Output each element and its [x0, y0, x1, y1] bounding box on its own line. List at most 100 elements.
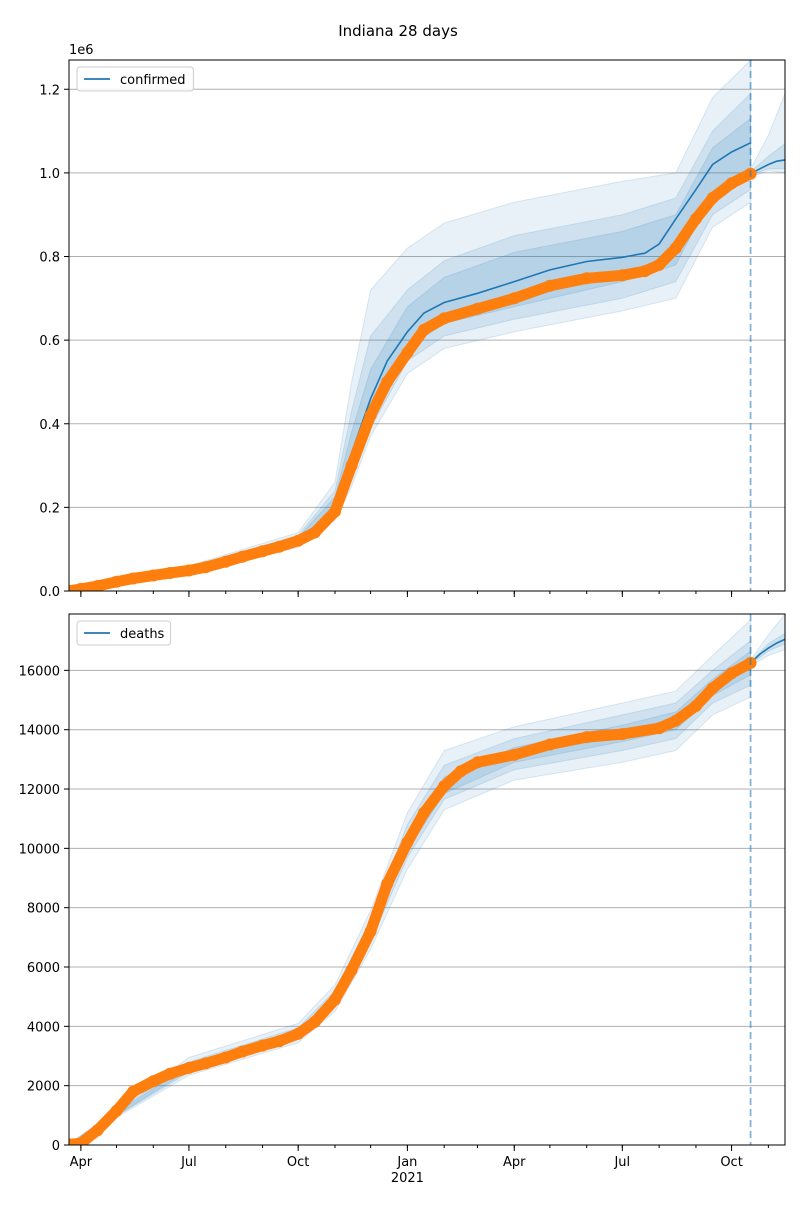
forecast-line: [750, 638, 785, 664]
observed-point: [127, 1085, 140, 1098]
x-tick-label: Oct: [287, 1155, 309, 1170]
y-tick-label: 4000: [27, 1020, 60, 1035]
y-tick-label: 16000: [19, 664, 60, 679]
y-tick-label: 0.4: [39, 418, 60, 433]
observed-point: [273, 1035, 286, 1048]
observed-point: [418, 806, 430, 819]
observed-point: [706, 192, 719, 204]
x-tick-label: Jan: [396, 1155, 417, 1170]
observed-point: [638, 265, 651, 278]
y-tick-label: 6000: [27, 961, 60, 976]
x-tick-sublabel: 2021: [391, 1171, 424, 1186]
observed-point: [329, 505, 341, 518]
observed-point: [471, 302, 484, 315]
plot-area: [69, 60, 785, 591]
observed-point: [199, 561, 212, 574]
observed-point: [292, 1027, 305, 1040]
observed-point: [381, 877, 394, 890]
observed-point: [91, 580, 104, 591]
observed-point: [401, 836, 414, 849]
observed-point: [256, 1039, 269, 1052]
observed-point: [364, 925, 377, 938]
deaths-panel: 0 2000 4000 6000 8000 10000 12000 14000 16000 Apr…: [19, 613, 786, 1186]
x-tick-label: Apr: [70, 1155, 93, 1170]
observed-point: [381, 375, 394, 388]
y-tick-label: 0.2: [39, 501, 60, 516]
observed-point: [725, 667, 738, 680]
observed-point: [543, 279, 556, 292]
observed-point: [669, 242, 682, 255]
observed-point: [725, 177, 738, 190]
legend-box: [76, 66, 194, 92]
observed-point: [292, 534, 305, 547]
observed-point: [508, 292, 521, 305]
chart-title: Indiana 28 days: [338, 22, 458, 40]
observed-point: [580, 731, 593, 744]
observed-point: [69, 585, 75, 591]
x-tick-label: Jul: [180, 1155, 197, 1170]
y-tick-label: 0: [52, 1139, 60, 1154]
observed-point: [182, 564, 195, 577]
observed-point: [471, 756, 484, 769]
observed-point: [236, 1045, 249, 1058]
observed-point: [308, 1015, 321, 1028]
observed-point: [418, 323, 430, 336]
observed-point: [364, 409, 377, 422]
observed-point: [256, 545, 269, 558]
y-tick-label: 0.6: [39, 334, 60, 349]
observed-point: [91, 1124, 104, 1137]
observed-point: [74, 582, 87, 591]
observed-point: [273, 540, 286, 553]
axes-frame: [68, 613, 786, 1146]
y-tick-label: 1.2: [39, 83, 60, 98]
x-tick-label: Apr: [503, 1155, 526, 1170]
confirmed-panel: 0.0 0.2 0.4 0.6 0.8 1.0 1.2 1e6 confirmed: [39, 43, 786, 600]
observed-point: [163, 1067, 176, 1080]
axes-frame: [68, 59, 786, 592]
y-tick-label: 12000: [19, 783, 60, 798]
observed-point: [69, 1138, 75, 1145]
observed-point: [580, 272, 593, 285]
observed-point: [110, 1104, 123, 1117]
legend: deaths: [76, 620, 172, 646]
observed-point: [147, 1075, 160, 1088]
observed-point: [616, 728, 629, 741]
x-tick-label: Jul: [613, 1155, 630, 1170]
y-tick-label: 14000: [19, 724, 60, 739]
x-tick-label: Oct: [720, 1155, 742, 1170]
plot-area: [69, 614, 785, 1145]
legend-label: deaths: [120, 627, 165, 642]
observed-series: [69, 168, 757, 591]
observed-point: [110, 575, 123, 588]
observed-point: [182, 1061, 195, 1074]
observed-point: [438, 312, 451, 325]
y-tick-label: 1.0: [39, 167, 60, 182]
observed-point: [454, 765, 467, 778]
observed-point: [653, 258, 666, 271]
observed-point: [147, 569, 160, 582]
observed-point: [706, 682, 719, 695]
forecast-line: [750, 159, 785, 175]
observed-point: [689, 212, 702, 225]
y-tick-label: 8000: [27, 902, 60, 917]
observed-point: [199, 1057, 212, 1070]
y-tick-label: 0.8: [39, 251, 60, 266]
observed-point: [616, 269, 629, 282]
observed-point: [689, 700, 702, 712]
observed-point: [219, 555, 232, 568]
legend-label: confirmed: [120, 73, 186, 88]
observed-point: [236, 550, 249, 563]
observed-point: [345, 964, 358, 976]
observed-point: [401, 346, 414, 359]
observed-point: [219, 1051, 232, 1064]
observed-point: [127, 572, 140, 585]
y-offset-label: 1e6: [69, 43, 94, 58]
y-tick-label: 2000: [27, 1080, 60, 1095]
observed-point: [308, 526, 321, 539]
observed-point: [669, 714, 682, 727]
observed-point: [74, 1137, 87, 1145]
observed-point: [653, 722, 666, 735]
observed-point: [438, 780, 451, 793]
observed-point: [329, 993, 341, 1006]
